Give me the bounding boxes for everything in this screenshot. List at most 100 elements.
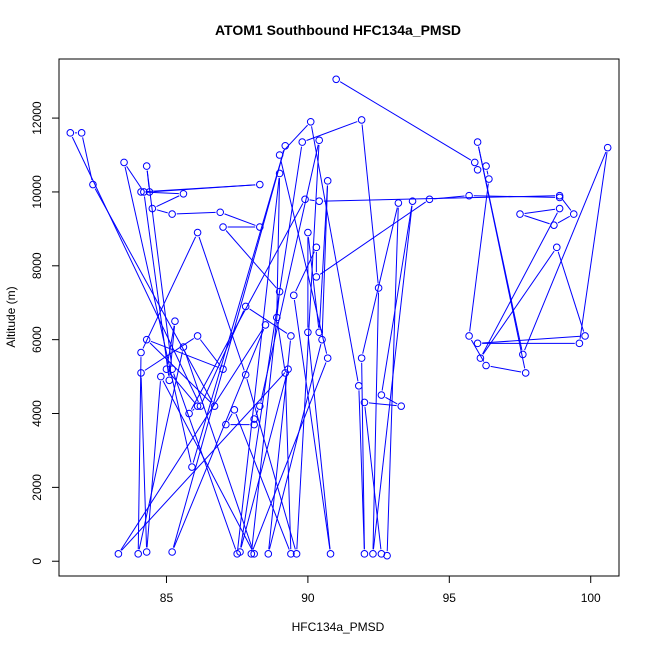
- data-point: [196, 402, 205, 410]
- data-point: [516, 210, 524, 218]
- series-segment: [482, 212, 558, 355]
- y-tick-label: 6000: [30, 326, 44, 353]
- series-segment: [251, 296, 280, 550]
- data-point: [219, 365, 227, 374]
- series-segment: [482, 250, 555, 355]
- data-point: [193, 228, 202, 237]
- series-segment: [469, 183, 489, 332]
- data-point: [250, 420, 258, 429]
- y-axis: 0 2000 4000 6000 8000 10000 12000: [30, 101, 60, 565]
- data-point: [137, 188, 145, 196]
- data-point: [397, 402, 406, 410]
- y-tick-label: 12000: [30, 101, 44, 135]
- series-segment: [381, 205, 413, 391]
- data-point: [275, 287, 284, 296]
- series-segment: [321, 185, 329, 336]
- series-segment: [318, 185, 328, 328]
- data-point: [482, 361, 490, 370]
- series-segment: [126, 165, 142, 189]
- data-point: [315, 197, 324, 205]
- series-segment: [227, 413, 233, 421]
- series-segment: [156, 209, 168, 214]
- data-point: [575, 339, 584, 348]
- x-tick-label: 85: [160, 591, 174, 605]
- series-segment: [478, 146, 523, 351]
- data-point: [281, 369, 290, 377]
- series-segment: [124, 166, 192, 463]
- data-point: [357, 116, 366, 124]
- series-segment: [120, 328, 264, 551]
- data-point: [193, 332, 202, 340]
- data-point: [304, 328, 312, 337]
- data-point: [272, 313, 281, 322]
- series-segment: [184, 351, 254, 550]
- data-point: [171, 317, 179, 325]
- data-point: [157, 372, 165, 381]
- data-point: [470, 158, 479, 167]
- data-point: [465, 191, 473, 200]
- series-segment: [71, 136, 199, 403]
- series-segment: [166, 325, 175, 365]
- data-point: [482, 162, 490, 170]
- series-segment: [486, 170, 489, 175]
- data-point: [323, 177, 332, 185]
- series-segment: [176, 211, 216, 215]
- data-point: [357, 354, 366, 362]
- y-axis-label: Altitude (m): [4, 286, 18, 347]
- data-point: [315, 328, 324, 337]
- data-point: [306, 117, 315, 126]
- data-point: [185, 409, 193, 418]
- series-segment: [362, 207, 398, 354]
- data-point: [216, 208, 225, 217]
- data-point: [552, 243, 561, 252]
- data-point: [89, 180, 97, 189]
- series-segment: [372, 292, 379, 550]
- data-point: [425, 195, 434, 204]
- series-segment: [296, 144, 320, 550]
- data-point: [168, 210, 176, 218]
- series-segment: [434, 195, 465, 200]
- series-segment: [284, 377, 292, 550]
- series-segment: [309, 199, 315, 202]
- series-segment: [225, 230, 277, 289]
- series-segment: [237, 177, 280, 550]
- y-tick-label: 0: [30, 558, 44, 565]
- series-segment: [140, 377, 148, 548]
- series-segment: [260, 144, 319, 402]
- data-point: [301, 195, 309, 204]
- series-segment: [282, 124, 308, 153]
- series-segment: [240, 373, 288, 548]
- data-point: [298, 138, 307, 146]
- data-point: [219, 223, 227, 231]
- series-segment: [385, 396, 398, 405]
- data-point: [241, 302, 250, 311]
- x-axis: 85 90 95 100: [160, 575, 601, 605]
- series-segment: [149, 342, 212, 404]
- series-segment: [192, 408, 195, 411]
- data-point: [77, 129, 86, 137]
- data-point: [145, 188, 154, 196]
- data-point: [233, 550, 241, 558]
- series-segment: [240, 146, 303, 548]
- data-point: [275, 169, 284, 178]
- data-point: [312, 273, 321, 281]
- series-segment: [255, 410, 259, 416]
- series-segment: [145, 191, 179, 195]
- data-point: [315, 136, 324, 145]
- series-segment: [235, 413, 290, 550]
- series-segment: [173, 328, 265, 548]
- series-segment: [146, 170, 173, 365]
- data-point: [473, 339, 482, 348]
- y-tick-label: 2000: [30, 474, 44, 501]
- data-point: [287, 332, 295, 340]
- data-point: [323, 354, 332, 362]
- series-segment: [557, 215, 570, 224]
- data-point: [312, 243, 321, 252]
- data-point: [550, 221, 558, 229]
- x-tick-label: 100: [581, 591, 601, 605]
- series-segment: [198, 236, 245, 371]
- x-tick-label: 90: [301, 591, 315, 605]
- series-segment: [562, 198, 572, 211]
- series-segment: [169, 325, 176, 376]
